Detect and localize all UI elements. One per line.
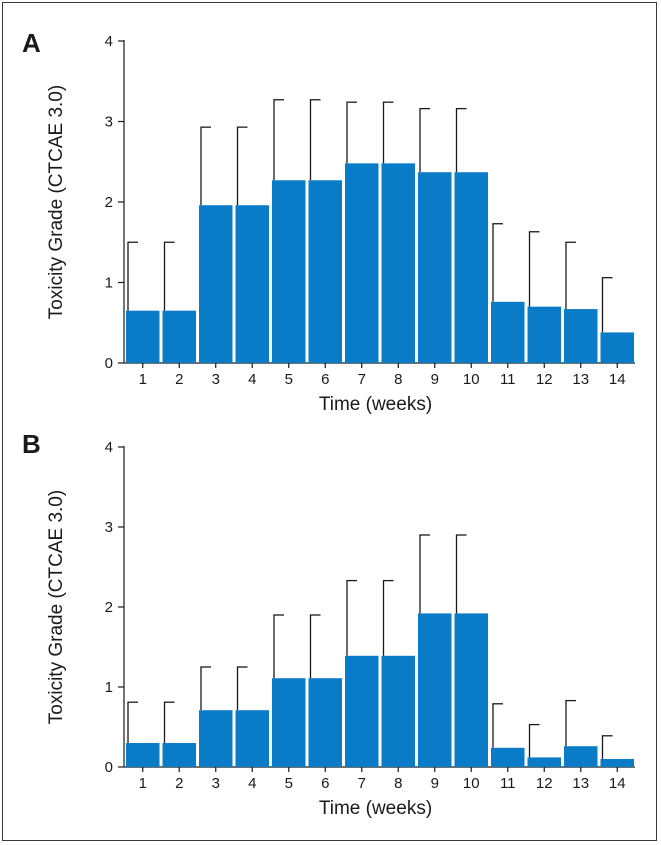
panel-a-bar-week-1 [126, 310, 160, 363]
panel-a-bar-week-2 [162, 310, 196, 363]
panel-a-x-tick-label: 13 [572, 371, 589, 388]
panel-b-x-tick-label: 8 [394, 775, 402, 792]
panel-a-x-tick-label: 1 [139, 371, 147, 388]
panel-b-bar-week-8 [381, 655, 415, 767]
panel-b-x-tick-label: 14 [609, 775, 626, 792]
panel-b-bar-week-4 [235, 710, 269, 767]
panel-b-x-tick-label: 5 [285, 775, 293, 792]
panel-a-x-tick-label: 14 [609, 371, 626, 388]
panel-b-bar-week-1 [126, 743, 160, 767]
panel-b-x-tick-label: 4 [248, 775, 256, 792]
panel-a-bar-week-3 [199, 205, 233, 363]
panel-b-bar-week-9 [418, 613, 452, 767]
panel-a-x-tick-label: 4 [248, 371, 256, 388]
panel-b-bar-week-5 [272, 678, 306, 767]
panel-b-label: B [22, 429, 41, 459]
panel-a-x-tick-label: 10 [463, 371, 480, 388]
panel-b-bar-week-12 [527, 757, 561, 767]
panel-b-y-tick-label: 1 [105, 679, 113, 696]
panel-b-y-tick-label: 2 [105, 599, 113, 616]
panel-b-bar-week-3 [199, 710, 233, 767]
panel-b-x-axis-title: Time (weeks) [319, 798, 432, 819]
panel-b-bar-week-14 [600, 759, 634, 767]
panel-a-y-axis-title: Toxicity Grade (CTCAE 3.0) [46, 85, 67, 319]
panel-b-y-tick-label: 0 [105, 759, 113, 776]
panel-b-x-tick-label: 11 [500, 775, 516, 792]
panel-b-bar-week-7 [345, 655, 379, 767]
panel-a-x-tick-label: 2 [175, 371, 183, 388]
panel-a-bar-week-9 [418, 172, 452, 363]
panel-a-x-tick-label: 5 [285, 371, 293, 388]
panel-a-bar-week-5 [272, 180, 306, 363]
panel-b-y-tick-label: 4 [105, 439, 113, 456]
panel-a-x-tick-label: 7 [358, 371, 366, 388]
panel-b-x-tick-label: 10 [463, 775, 480, 792]
panel-b-x-tick-label: 9 [431, 775, 439, 792]
panel-a-bar-week-12 [527, 306, 561, 363]
panel-a-y-tick-label: 1 [105, 275, 113, 292]
panel-a-bar-week-8 [381, 163, 415, 363]
panel-b-y-axis-title: Toxicity Grade (CTCAE 3.0) [46, 490, 67, 724]
panel-b-bar-week-2 [162, 743, 196, 767]
panel-a-x-tick-label: 12 [536, 371, 553, 388]
panel-b-bar-week-13 [564, 746, 598, 767]
panel-a-bar-week-4 [235, 205, 269, 363]
panel-b-x-tick-label: 7 [358, 775, 366, 792]
panel-a-y-tick-label: 3 [105, 114, 113, 131]
panel-b-bar-week-6 [308, 678, 342, 767]
panel-a-bar-week-10 [454, 172, 488, 363]
panel-a-bar-week-6 [308, 180, 342, 363]
panel-a-bar-week-14 [600, 332, 634, 363]
panel-b-bar-week-11 [491, 747, 525, 767]
panel-b-x-tick-label: 2 [175, 775, 183, 792]
panel-a-bar-week-11 [491, 301, 525, 363]
panel-a-y-tick-label: 0 [105, 355, 113, 372]
panel-a-label: A [22, 28, 41, 58]
panel-b-x-tick-label: 6 [321, 775, 329, 792]
panel-b-x-tick-label: 3 [212, 775, 220, 792]
panel-b-x-tick-label: 12 [536, 775, 553, 792]
panel-b-bar-week-10 [454, 613, 488, 767]
panel-a-y-tick-label: 4 [105, 33, 113, 50]
panel-a-x-tick-label: 11 [500, 371, 516, 388]
panel-a-x-tick-label: 9 [431, 371, 439, 388]
panel-b-y-tick-label: 3 [105, 519, 113, 536]
panel-a-x-tick-label: 3 [212, 371, 220, 388]
panel-a-x-tick-label: 6 [321, 371, 329, 388]
panel-a-x-axis-title: Time (weeks) [319, 394, 432, 415]
panel-b-x-tick-label: 13 [572, 775, 589, 792]
panel-b-x-tick-label: 1 [139, 775, 147, 792]
panel-a-bar-week-7 [345, 163, 379, 363]
panel-a-y-tick-label: 2 [105, 194, 113, 211]
panel-a-x-tick-label: 8 [394, 371, 402, 388]
panel-a-bar-week-13 [564, 309, 598, 363]
